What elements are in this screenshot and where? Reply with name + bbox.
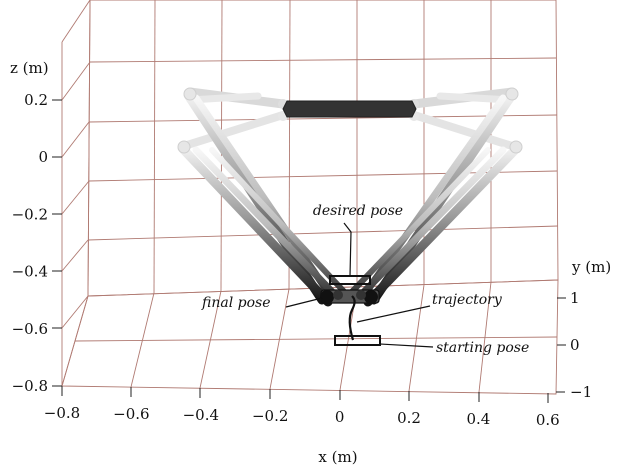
x-tick-label: −0.4 [183, 406, 219, 424]
y-tick-label: 0 [570, 336, 580, 354]
x-tick-label: 0 [335, 408, 345, 426]
z-tick-label: 0 [38, 148, 48, 166]
starting-pose-marker [334, 335, 381, 346]
final-pose-platform [320, 289, 380, 304]
desired-pose-label: desired pose [313, 203, 403, 219]
x-tick-label: 0.4 [466, 410, 490, 428]
base-platform [282, 100, 417, 118]
z-axis-label: z (m) [10, 59, 49, 77]
z-tick-label: 0.2 [24, 91, 48, 109]
tick-marks [52, 99, 566, 403]
robot-arms [177, 87, 523, 307]
x-tick-label: −0.8 [44, 404, 80, 422]
x-tick-label: −0.2 [252, 407, 288, 425]
poses [320, 275, 381, 346]
z-tick-label: −0.6 [12, 320, 48, 338]
y-tick-label: 1 [570, 289, 580, 307]
z-tick-label: −0.2 [12, 205, 48, 223]
x-tick-label: 0.6 [536, 411, 560, 429]
trajectory-path [348, 295, 356, 341]
y-tick-label: −1 [570, 383, 592, 401]
floor-outline [61, 279, 559, 395]
starting-pose-label: starting pose [436, 340, 529, 356]
y-axis-label: y (m) [571, 258, 611, 276]
x-axis-label: x (m) [318, 448, 357, 466]
x-tick-label: −0.6 [113, 405, 149, 423]
final-pose-label: final pose [201, 295, 271, 311]
z-tick-label: −0.4 [12, 263, 48, 281]
left-lower-links [177, 90, 353, 307]
upper-links [180, 87, 517, 150]
tick-labels: 0.2 0 −0.2 −0.4 −0.6 −0.8 −0.8 −0.6 −0.4 −0.2 0 0.2… [12, 91, 593, 429]
right-lower-links [343, 90, 522, 307]
annotation-leaders [285, 222, 434, 348]
grid-left-wall [61, 0, 91, 387]
z-tick-label: −0.8 [12, 377, 48, 395]
x-tick-label: 0.2 [397, 409, 421, 427]
trajectory-label: trajectory [432, 292, 503, 308]
